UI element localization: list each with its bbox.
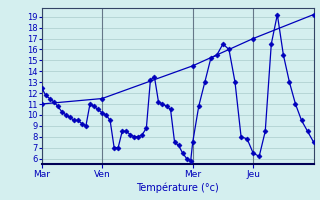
X-axis label: Température (°c): Température (°c)	[136, 183, 219, 193]
